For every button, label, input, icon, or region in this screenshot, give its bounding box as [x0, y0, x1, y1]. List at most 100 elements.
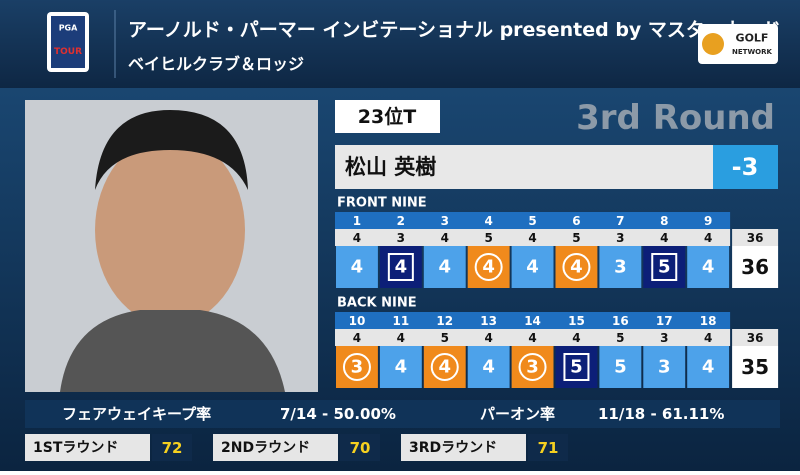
hole-score: 4	[351, 257, 364, 278]
nine-label: FRONT NINE	[337, 196, 427, 211]
hole-score: 5	[614, 357, 627, 378]
pga-logo-inner	[51, 16, 85, 68]
hole-number: 4	[484, 214, 492, 228]
network-icon	[702, 33, 724, 55]
hole-number: 6	[572, 214, 580, 228]
round-label-box	[213, 434, 338, 461]
score-cell	[687, 246, 730, 288]
hole-score: 3	[526, 357, 539, 378]
hole-score: 4	[395, 357, 408, 378]
round-score-box	[152, 434, 192, 461]
total: 35	[741, 355, 769, 379]
hole-par: 3	[397, 231, 405, 245]
photo-face	[95, 135, 245, 325]
round-label: 3rd Round	[576, 98, 775, 138]
hole-score: 3	[614, 257, 627, 278]
player-score: -3	[732, 153, 759, 181]
total: 36	[741, 255, 769, 279]
position: 23位T	[358, 105, 416, 128]
hole-score: 3	[658, 357, 671, 378]
score-cell	[599, 246, 642, 288]
hole-par: 4	[572, 331, 580, 345]
venue: ベイヒルクラブ＆ロッジ	[128, 55, 304, 74]
round-score: 72	[162, 439, 183, 457]
birdie-mark	[518, 353, 547, 381]
hole-par: 5	[616, 331, 624, 345]
total-par-cell	[732, 229, 779, 246]
hole-number: 8	[660, 214, 668, 228]
hole-par: 4	[704, 331, 712, 345]
hole-number: 3	[441, 214, 449, 228]
hole-par: 5	[484, 231, 492, 245]
birdie-mark	[562, 253, 591, 281]
hole-par: 4	[441, 231, 449, 245]
hole-par: 4	[660, 231, 668, 245]
hole-score: 4	[702, 257, 715, 278]
score-cell	[643, 346, 686, 388]
hole-par: 4	[528, 331, 536, 345]
gir-label: パーオン率	[480, 405, 555, 423]
round-label: 3RDラウンド	[409, 440, 497, 456]
hole-score: 4	[438, 257, 451, 278]
par-row	[335, 229, 731, 246]
hole-par: 4	[353, 231, 361, 245]
round-label: 1STラウンド	[33, 440, 118, 456]
hole-par: 5	[441, 331, 449, 345]
hole-score: 4	[438, 357, 451, 378]
hole-row	[335, 312, 731, 329]
total-par-cell	[732, 329, 779, 346]
total-cell	[732, 246, 779, 288]
hole-row	[335, 212, 731, 229]
photo-shirt	[60, 310, 285, 392]
hole-number: 16	[612, 314, 629, 328]
round-label-box	[401, 434, 526, 461]
bogey-mark	[387, 253, 414, 281]
network-logo	[698, 24, 778, 64]
hole-par: 5	[572, 231, 580, 245]
score-box	[713, 145, 778, 189]
score-cell	[687, 346, 730, 388]
hole-number: 15	[568, 314, 585, 328]
bogey-mark	[651, 253, 678, 281]
hole-par: 3	[660, 331, 668, 345]
score-cell	[423, 246, 466, 288]
round-label-box	[25, 434, 150, 461]
hole-score: 4	[526, 257, 539, 278]
hole-score: 4	[395, 257, 408, 278]
gir-value: 11/18 - 61.11%	[598, 405, 724, 423]
score-cell	[336, 246, 378, 288]
birdie-mark	[430, 353, 459, 381]
network-text: GOLF	[736, 32, 769, 45]
round-score-box	[340, 434, 380, 461]
hole-number: 2	[397, 214, 405, 228]
hole-score: 4	[702, 357, 715, 378]
hole-par: 4	[353, 331, 361, 345]
round-score-box	[528, 434, 568, 461]
hole-score: 4	[570, 257, 583, 278]
hole-par: 4	[528, 231, 536, 245]
network-text: NETWORK	[732, 48, 772, 56]
hole-score: 3	[351, 357, 364, 378]
birdie-mark	[474, 253, 503, 281]
hole-number: 14	[524, 314, 541, 328]
birdie-mark	[342, 353, 371, 381]
header-band	[0, 0, 800, 88]
fairway-label: フェアウェイキープ率	[62, 405, 211, 423]
bogey-mark	[563, 353, 590, 381]
hole-score: 5	[570, 357, 583, 378]
par-row	[335, 329, 731, 346]
score-cell	[379, 346, 422, 388]
name-bar	[335, 145, 778, 189]
hole-number: 9	[704, 214, 712, 228]
title: アーノルド・パーマー インビテーショナル presented by マスターカー…	[128, 19, 781, 41]
score-cell	[467, 346, 510, 388]
hole-number: 12	[436, 314, 453, 328]
photo-hair	[95, 110, 248, 190]
nine-label: BACK NINE	[337, 296, 417, 311]
par-total: 36	[747, 231, 764, 245]
stats-bar	[25, 400, 780, 428]
round-score: 71	[538, 439, 559, 457]
hole-score: 5	[658, 257, 671, 278]
